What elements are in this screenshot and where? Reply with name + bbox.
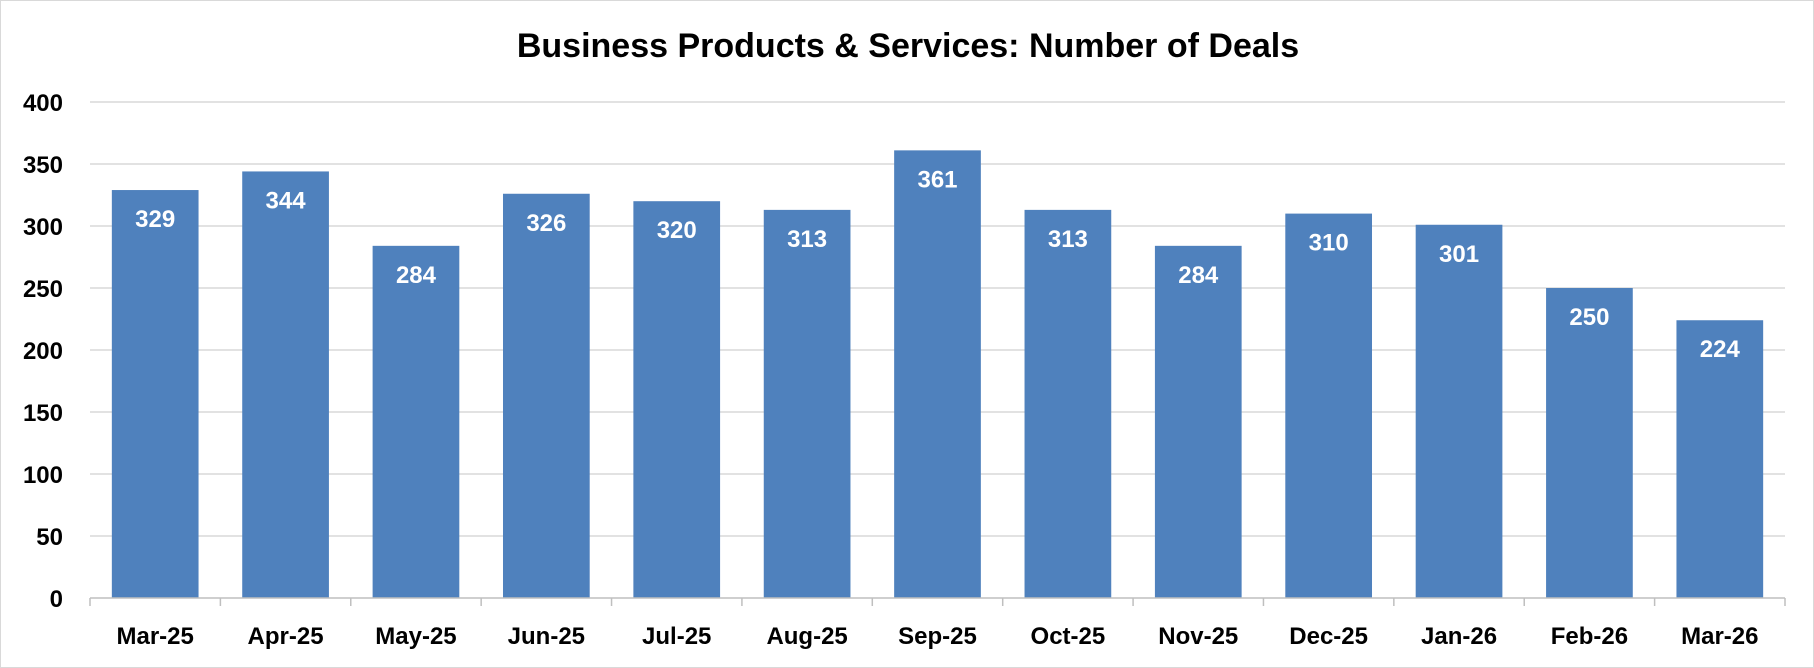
- y-tick-label: 150: [23, 400, 63, 427]
- x-tick-label: Aug-25: [766, 623, 847, 650]
- y-axis-ticks: 0 50 100 150 200 250 300 350 400: [23, 90, 63, 613]
- y-tick-label: 200: [23, 338, 63, 365]
- y-tick-label: 250: [23, 276, 63, 303]
- x-tick-label: Jul-25: [642, 623, 711, 650]
- bar: [502, 193, 590, 598]
- x-tick-label: Jan-26: [1421, 623, 1497, 650]
- data-label: 320: [657, 217, 697, 244]
- bar: [1415, 224, 1503, 598]
- x-tick-label: May-25: [375, 623, 456, 650]
- x-tick-label: Nov-25: [1158, 623, 1238, 650]
- bar: [894, 150, 981, 599]
- bar: [763, 209, 851, 598]
- data-label: 361: [917, 166, 957, 193]
- y-tick-label: 100: [23, 462, 63, 489]
- x-axis-ticks: Mar-25 Apr-25 May-25 Jun-25 Jul-25 Aug-25 Sep-…: [89, 598, 1786, 650]
- y-tick-label: 300: [23, 214, 63, 241]
- data-label: 250: [1569, 304, 1609, 331]
- data-label: 301: [1439, 241, 1479, 268]
- bar: [372, 245, 460, 598]
- data-label: 310: [1309, 230, 1349, 257]
- data-label: 224: [1700, 336, 1741, 363]
- data-label: 313: [787, 226, 827, 253]
- data-label: 344: [266, 187, 307, 214]
- y-tick-label: 0: [50, 586, 63, 613]
- x-tick-label: Oct-25: [1031, 623, 1106, 650]
- bar: [1154, 245, 1242, 598]
- x-tick-label: Sep-25: [898, 623, 977, 650]
- bar: [242, 171, 329, 598]
- x-tick-label: Apr-25: [248, 623, 324, 650]
- data-label: 326: [526, 210, 566, 237]
- data-label: 284: [1178, 262, 1219, 289]
- x-tick-label: Dec-25: [1289, 623, 1368, 650]
- bar: [1546, 288, 1633, 598]
- bar: [633, 201, 721, 598]
- data-label: 313: [1048, 226, 1088, 253]
- bars: [111, 150, 1764, 599]
- data-label: 284: [396, 262, 437, 289]
- x-tick-label: Mar-26: [1681, 623, 1758, 650]
- y-tick-label: 50: [36, 524, 63, 551]
- y-tick-label: 400: [23, 90, 63, 117]
- bar: [1285, 213, 1373, 598]
- data-labels: 329 344 284 326 320 313 361 313 284 310 301 250 224: [135, 166, 1740, 363]
- x-tick-label: Feb-26: [1551, 623, 1628, 650]
- data-label: 329: [135, 206, 175, 233]
- chart-title: Business Products & Services: Number of …: [517, 27, 1299, 65]
- bar: [111, 190, 199, 599]
- bar: [1024, 209, 1112, 598]
- bar: [1676, 320, 1764, 598]
- x-tick-label: Jun-25: [508, 623, 585, 650]
- y-tick-label: 350: [23, 152, 63, 179]
- x-tick-label: Mar-25: [117, 623, 194, 650]
